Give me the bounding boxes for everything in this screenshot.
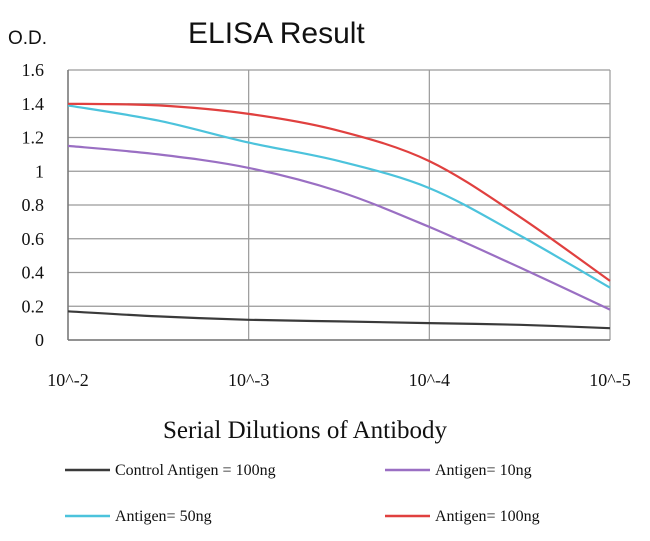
x-tick-labels: 10^-2 10^-3 10^-4 10^-5 xyxy=(47,370,630,390)
y-tick-label: 0 xyxy=(35,330,44,350)
x-tick-label: 10^-5 xyxy=(589,370,630,390)
legend: Control Antigen = 100ng Antigen= 10ng Anti… xyxy=(65,462,540,525)
series-line-2 xyxy=(67,104,611,289)
y-tick-label: 1.4 xyxy=(22,94,45,114)
y-tick-label: 1.6 xyxy=(22,60,45,80)
y-axis-label: O.D. xyxy=(8,28,47,49)
y-tick-label: 0.6 xyxy=(22,229,45,249)
series-line-0 xyxy=(67,310,611,330)
legend-label: Control Antigen = 100ng xyxy=(115,462,276,479)
legend-label: Antigen= 100ng xyxy=(435,508,540,525)
y-tick-label: 0.4 xyxy=(22,263,45,283)
x-tick-label: 10^-3 xyxy=(228,370,269,390)
chart-title: ELISA Result xyxy=(188,17,365,50)
y-tick-label: 0.2 xyxy=(22,296,45,316)
series-line-1 xyxy=(67,144,611,311)
series-line-3 xyxy=(67,102,611,282)
y-tick-label: 0.8 xyxy=(22,195,45,215)
y-tick-labels: 0 0.2 0.4 0.6 0.8 1 1.2 1.4 1.6 xyxy=(22,60,45,350)
grid xyxy=(67,69,611,341)
series-lines xyxy=(67,102,611,330)
legend-label: Antigen= 10ng xyxy=(435,462,532,479)
legend-label: Antigen= 50ng xyxy=(115,508,212,525)
x-tick-label: 10^-4 xyxy=(409,370,450,390)
x-axis-label: Serial Dilutions of Antibody xyxy=(163,417,448,444)
x-tick-label: 10^-2 xyxy=(47,370,88,390)
y-tick-label: 1.2 xyxy=(22,128,45,148)
y-tick-label: 1 xyxy=(35,161,44,181)
